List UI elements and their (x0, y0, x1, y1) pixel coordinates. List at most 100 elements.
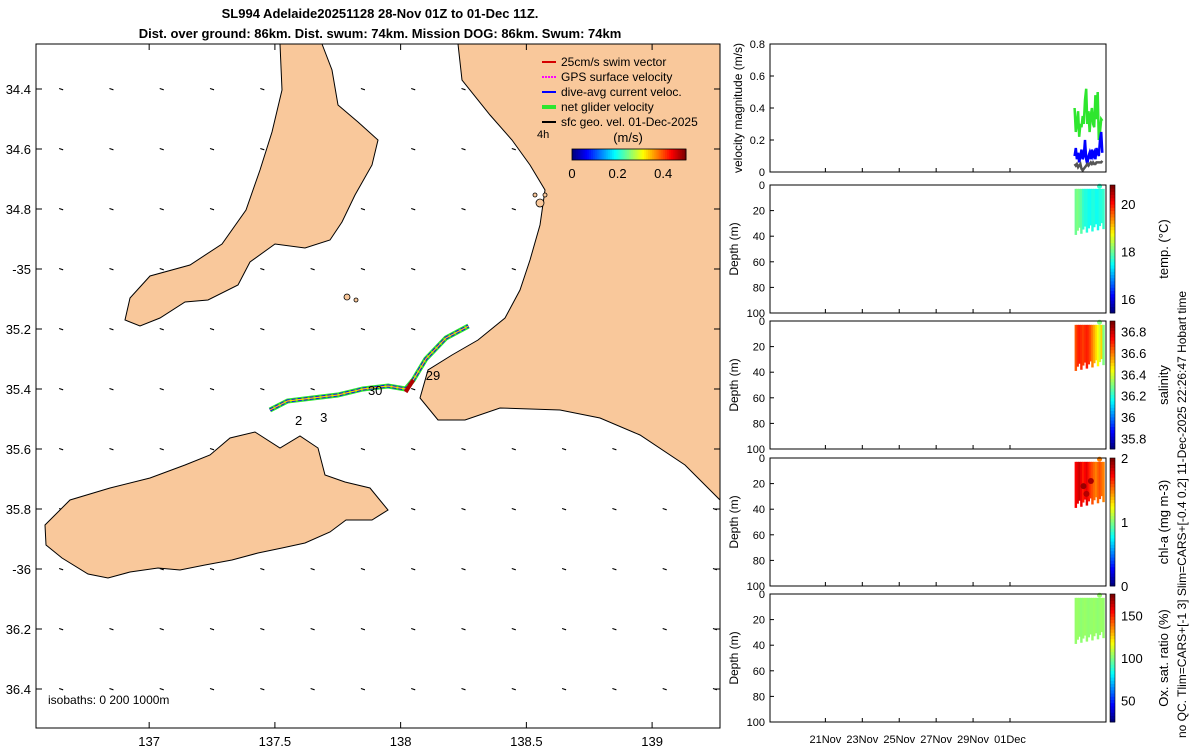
colorbar-cell (668, 149, 672, 160)
colorbar-cell (1110, 664, 1115, 668)
colorbar-cell (1110, 258, 1115, 263)
geo-vector-arrow (58, 627, 64, 631)
colorbar-cell (678, 149, 681, 160)
colorbar-cell (1110, 718, 1115, 723)
colorbar-cell (623, 149, 626, 160)
geo-vector-arrow (411, 207, 416, 211)
profile-column (1083, 324, 1087, 363)
geo-vector-arrow (109, 327, 114, 331)
colorbar-cell (577, 149, 581, 160)
geo-vector-arrow (159, 207, 164, 211)
colorbar-cell (1110, 597, 1115, 601)
profile-column (1096, 324, 1100, 367)
colorbar-cell (1110, 477, 1115, 481)
colorbar-cell (1110, 502, 1115, 507)
colorbar-cell (1110, 284, 1115, 288)
colorbar-cell (1110, 401, 1115, 405)
y-tick-label: 20 (753, 479, 765, 491)
geo-vector-arrow (461, 507, 466, 511)
colorbar-cell (1110, 429, 1115, 434)
colorbar-cell (663, 149, 666, 160)
colorbar-cell (1110, 445, 1115, 450)
colorbar-cell (1110, 538, 1115, 542)
colorbar-cell (665, 149, 668, 160)
colorbar-cell (1110, 223, 1115, 227)
colorbar-cell (657, 149, 660, 160)
colorbar-cell (1110, 268, 1115, 272)
colorbar-cell (1110, 233, 1115, 237)
colorbar-cell (1110, 356, 1115, 360)
profile-column (1096, 188, 1100, 231)
colorbar-cell (1110, 686, 1115, 691)
colorbar-cell (1110, 242, 1115, 247)
geo-vector-arrow (159, 627, 164, 631)
profile-column (1089, 324, 1092, 362)
colorbar-cell (648, 149, 651, 160)
profile-column (1096, 597, 1100, 640)
colorbar-cell (598, 149, 601, 160)
y-tick-label: 80 (753, 418, 765, 430)
colorbar-cell (602, 149, 605, 160)
profile-column (1100, 597, 1103, 633)
geo-vector-arrow (411, 627, 416, 631)
geo-vector-arrow (411, 507, 416, 511)
geo-vector-arrow (461, 567, 466, 571)
geo-vector-arrow (662, 687, 667, 691)
geo-vector-arrow (58, 387, 64, 391)
colorbar-cell (1110, 324, 1115, 328)
colorbar-tick-label: 0 (1121, 579, 1128, 594)
colorbar-tick-label: 36.6 (1121, 346, 1146, 361)
geo-vector-arrow (411, 687, 416, 691)
colorbar-cell (619, 149, 622, 160)
colorbar-cell (1110, 499, 1115, 504)
colorbar-cell (1110, 579, 1115, 584)
colorbar-cell (1110, 486, 1115, 491)
geo-vector-arrow (561, 687, 567, 691)
panel-frame (769, 457, 1107, 587)
kangaroo-island (44, 431, 389, 579)
geo-vector-arrow (310, 687, 315, 691)
geo-vector-arrow (360, 327, 366, 331)
colorbar-cell (646, 149, 649, 160)
colorbar-cell (1110, 188, 1115, 192)
colorbar-tick-label: 36.2 (1121, 389, 1146, 404)
colorbar-cell (608, 149, 611, 160)
colorbar-cell (1110, 563, 1115, 568)
colorbar-cell (1110, 381, 1115, 386)
colorbar-cell (1110, 372, 1115, 376)
y-tick-label: 100 (747, 717, 765, 729)
geo-vector-arrow (209, 87, 215, 91)
colorbar-tick-label: 36.8 (1121, 325, 1146, 340)
geo-vector-arrow (58, 687, 64, 691)
geo-vector-arrow (612, 687, 617, 691)
geo-vector-arrow (561, 507, 567, 511)
chl-hotspot (1087, 478, 1094, 485)
small-island (532, 192, 538, 198)
profile-column (1098, 188, 1102, 227)
geo-vector-arrow (511, 567, 516, 571)
y-tick-label: 36.4 (6, 682, 31, 697)
geo-vector-arrow (109, 87, 114, 91)
colorbar-cell (1110, 683, 1115, 688)
colorbar-cell (1110, 635, 1115, 640)
geo-vector-arrow (612, 507, 617, 511)
geo-vector-arrow (209, 207, 215, 211)
profile-column (1098, 324, 1102, 363)
x-tick-label: 25Nov (883, 734, 915, 746)
colorbar-cell (1110, 217, 1115, 221)
panel-5: 50 100 150 Ox. sat. ratio (%) 0 20 40 60 80 100 De… (727, 589, 1171, 729)
colorbar-cell (653, 149, 657, 160)
colorbar-cell (661, 149, 664, 160)
colorbar-cell (1110, 340, 1115, 344)
colorbar-cell (1110, 229, 1115, 234)
colorbar-cell (636, 149, 639, 160)
profile-column (1089, 597, 1092, 635)
y-tick-label: 35.8 (6, 502, 31, 517)
x-tick-label: 21Nov (809, 734, 841, 746)
colorbar-cell (1110, 236, 1115, 240)
yorke-peninsula (124, 43, 379, 327)
colorbar-cell (1110, 632, 1115, 636)
colorbar-cell (1110, 638, 1115, 643)
x-tick-label: 138 (390, 734, 412, 749)
